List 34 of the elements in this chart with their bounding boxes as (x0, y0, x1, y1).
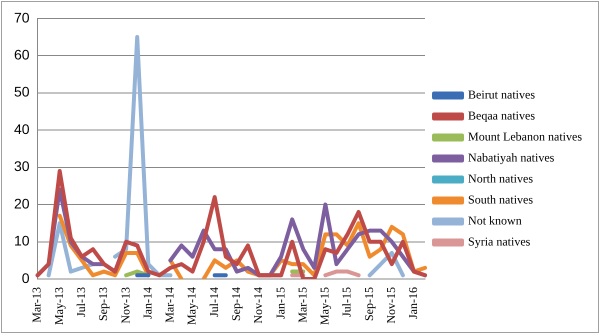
x-tick-label: Mar-14 (162, 287, 177, 323)
x-tick-label: Jul-14 (206, 287, 221, 318)
x-tick-label: Nov-13 (118, 287, 132, 324)
x-tick-label: Mar-15 (295, 287, 310, 323)
legend-label: Not known (468, 214, 522, 228)
x-tick-label: Jan-14 (140, 287, 154, 320)
legend-label: Beirut natives (468, 88, 536, 102)
x-tick-label: Sep-15 (362, 287, 376, 322)
y-tick-label: 70 (14, 9, 30, 26)
legend-label: Syria natives (468, 234, 531, 249)
legend-label: Nabatiyah natives (468, 150, 555, 165)
x-tick-label: May-15 (318, 287, 332, 326)
legend-label: South natives (468, 192, 534, 207)
y-tick-label: 50 (14, 84, 30, 100)
x-tick-label: May-14 (184, 287, 199, 326)
legend-label: North natives (468, 172, 534, 186)
legend-label: Beqaa natives (468, 108, 536, 123)
x-tick-label: Jan-16 (406, 287, 420, 320)
x-tick-label: Jan-15 (273, 287, 288, 320)
x-tick-label: Nov-14 (251, 287, 266, 324)
x-tick-label: Jul-15 (340, 287, 354, 318)
y-tick-label: 10 (14, 232, 30, 249)
x-tick-label: Sep-13 (96, 287, 110, 322)
x-tick-label: May-13 (52, 287, 66, 326)
y-tick-label: 20 (14, 195, 30, 212)
y-tick-label: 60 (14, 46, 30, 62)
x-tick-label: Jul-13 (74, 287, 88, 318)
y-tick-label: 30 (14, 158, 30, 174)
y-tick-label: 40 (14, 120, 30, 137)
x-tick-label: Nov-15 (384, 287, 398, 324)
x-tick-label: Sep-14 (228, 287, 243, 322)
x-tick-label: Mar-13 (30, 287, 44, 323)
legend-label: Mount Lebanon natives (468, 130, 582, 144)
y-tick-label: 0 (22, 270, 30, 286)
